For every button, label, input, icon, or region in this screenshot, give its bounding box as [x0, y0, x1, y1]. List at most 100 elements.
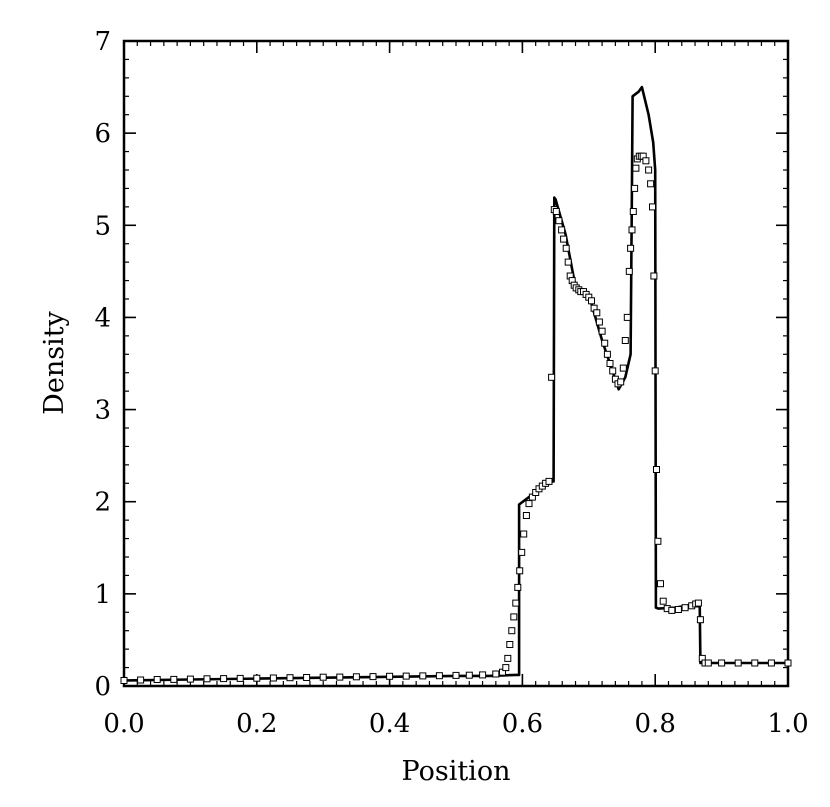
data-point-marker [654, 537, 662, 545]
data-point-marker [522, 512, 530, 519]
data-point-marker [704, 659, 712, 667]
data-point-marker [516, 567, 524, 575]
series-layer [120, 85, 792, 684]
data-point-marker [352, 673, 360, 681]
x-axis-title: Position [402, 756, 511, 787]
x-tick-label: 0.2 [236, 709, 277, 739]
data-point-marker [479, 671, 487, 679]
data-point-marker [508, 627, 516, 635]
data-point-marker [319, 673, 327, 681]
plot-frame [122, 39, 790, 688]
data-point-marker [137, 676, 145, 684]
y-tick-label: 0 [94, 672, 111, 702]
data-point-marker [659, 597, 667, 605]
data-point-marker [601, 339, 609, 347]
data-point-marker [336, 673, 344, 681]
data-point-marker [303, 674, 311, 681]
data-point-marker [617, 378, 625, 386]
y-tick-label: 2 [94, 488, 111, 518]
data-point-marker [548, 373, 556, 381]
data-point-marker [657, 580, 664, 588]
data-point-marker [506, 641, 514, 648]
y-axis-title: Density [39, 310, 70, 414]
data-point-marker [545, 477, 553, 485]
data-point-marker [623, 313, 631, 321]
data-point-marker [694, 599, 702, 607]
data-point-marker [558, 226, 566, 234]
data-point-marker [504, 654, 512, 662]
data-point-marker [595, 318, 603, 326]
y-tick-label: 6 [94, 119, 111, 149]
data-point-marker [784, 659, 792, 667]
data-point-marker [668, 606, 676, 614]
data-point-marker [386, 672, 394, 680]
x-tick-label: 0.0 [103, 709, 144, 739]
data-point-marker [492, 670, 500, 678]
data-point-marker [220, 675, 228, 683]
data-point-marker [510, 613, 518, 621]
data-point-marker [203, 675, 211, 683]
data-point-marker [642, 157, 650, 165]
data-point-marker [627, 244, 635, 252]
y-tick-label: 5 [94, 211, 111, 241]
data-point-marker [649, 203, 656, 211]
data-point-marker [502, 664, 510, 672]
data-point-marker [681, 604, 689, 612]
data-point-marker [647, 180, 655, 188]
data-point-marker [170, 675, 178, 683]
data-point-marker [628, 226, 636, 234]
data-point-marker [653, 466, 660, 473]
y-tick-label: 7 [94, 27, 111, 57]
data-point-marker [512, 599, 520, 607]
data-point-marker [603, 350, 611, 358]
data-point-marker [120, 677, 128, 684]
data-point-marker [645, 166, 653, 174]
data-point-marker [625, 267, 633, 275]
data-point-marker [369, 673, 377, 681]
data-point-marker [609, 367, 617, 375]
data-point-marker [632, 164, 640, 172]
data-point-marker [236, 674, 244, 682]
data-point-marker [562, 244, 570, 252]
major-ticks [123, 40, 789, 687]
series-line [123, 85, 788, 682]
x-tick-label: 0.8 [635, 709, 676, 739]
data-point-marker [674, 606, 682, 613]
data-point-marker [767, 659, 775, 667]
minor-ticks [123, 40, 789, 687]
x-tick-label: 0.4 [369, 709, 410, 739]
data-point-marker [619, 364, 627, 372]
y-tick-label: 4 [94, 303, 111, 333]
data-point-marker [598, 327, 606, 335]
data-point-marker [525, 500, 533, 508]
data-point-marker [629, 208, 637, 215]
data-point-marker [718, 659, 726, 667]
x-tick-label: 0.6 [502, 709, 543, 739]
data-point-marker [588, 297, 595, 305]
x-tick-label: 1.0 [767, 709, 808, 739]
data-point-marker [650, 272, 658, 280]
data-point-marker [452, 671, 460, 679]
data-point-marker [631, 184, 639, 192]
data-point-marker [514, 583, 522, 591]
tick-labels: 0.0 0.2 0.4 0.6 0.8 1.0 0 1 2 3 4 5 6 7 [94, 27, 808, 739]
data-point-marker [552, 208, 560, 215]
data-point-marker [435, 672, 443, 680]
data-point-marker [564, 258, 572, 266]
data-point-marker [751, 659, 759, 667]
data-point-marker [286, 674, 294, 682]
data-point-marker [465, 671, 473, 679]
data-point-marker [734, 659, 742, 667]
y-tick-label: 3 [94, 396, 111, 426]
data-point-marker [253, 674, 261, 682]
data-point-marker [402, 672, 410, 680]
data-point-marker [153, 676, 161, 683]
data-point-marker [651, 367, 659, 375]
data-point-marker [186, 675, 194, 683]
data-point-marker [606, 360, 614, 367]
data-point-marker [696, 616, 704, 624]
data-point-marker [419, 672, 427, 680]
data-point-marker [520, 530, 528, 538]
data-point-marker [555, 217, 563, 225]
